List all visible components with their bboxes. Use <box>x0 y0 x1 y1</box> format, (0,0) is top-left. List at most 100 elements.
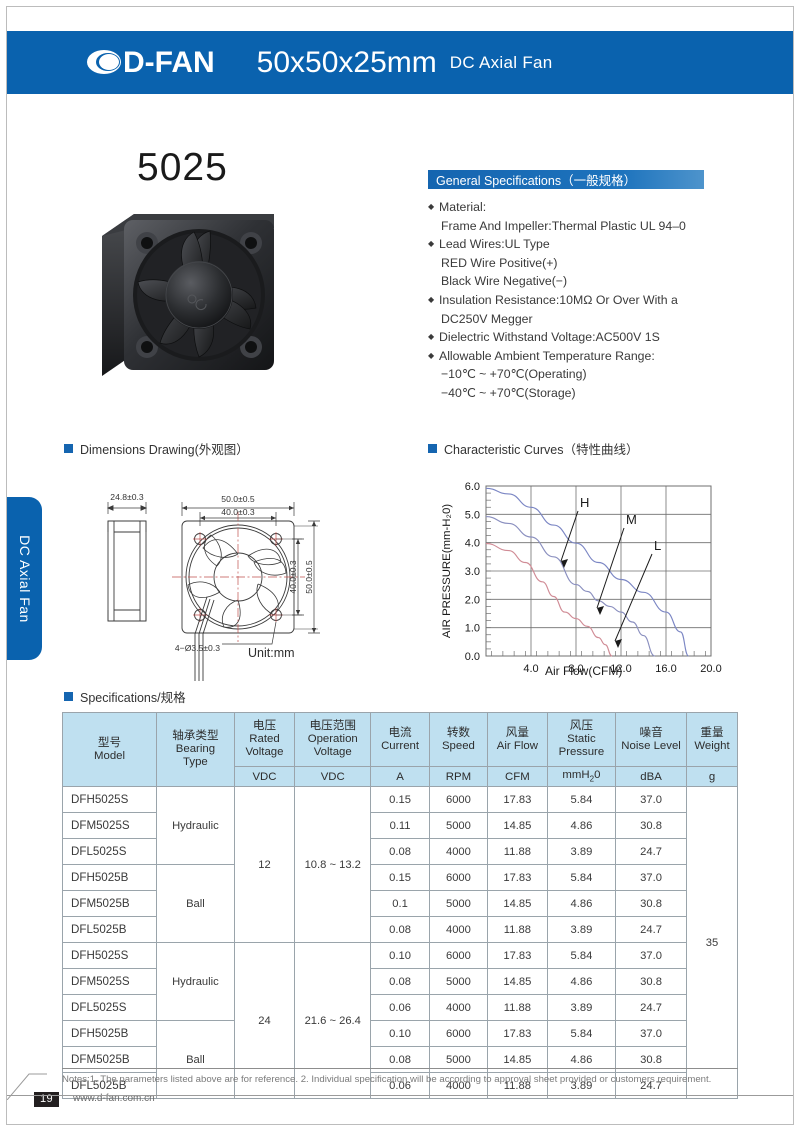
table-body: DFH5025S Hydraulic 12 10.8 ~ 13.2 0.15 6000 17… <box>61 786 738 1099</box>
cell-bearing-type: Hydraulic <box>156 786 235 865</box>
cell-static-pressure: 4.86 <box>546 890 617 917</box>
general-spec-item: Frame And Impeller:Thermal Plastic UL 94… <box>441 218 686 233</box>
table-unit-speed: RPM <box>428 766 489 787</box>
specifications-table: 型号 Model 轴承类型 Bearing Type 电压 Rated Voltage 电压范围… <box>61 712 738 1099</box>
cell-model: DFL5025S <box>61 994 158 1021</box>
curve-label-m: M <box>626 512 637 527</box>
table-row: DFH5025B Ball 0.10 6000 17.83 5.84 37.0 <box>61 1020 738 1099</box>
table-row: DFM5025S 0.08 5000 14.85 4.86 30.8 <box>61 968 738 995</box>
cell-air-flow: 17.83 <box>487 1020 548 1047</box>
cell-static-pressure: 4.86 <box>546 812 617 839</box>
cell-current: 0.08 <box>370 916 430 943</box>
curve-label-h: H <box>580 495 589 510</box>
dim-hole-pitch-v-label: 40.0±0.3 <box>288 560 298 594</box>
table-col-header-air-flow: 风量 Air Flow <box>487 712 548 767</box>
cell-current: 0.08 <box>370 968 430 995</box>
cell-rated-voltage: 24 <box>233 942 296 1099</box>
table-row: DFH5025S Hydraulic 24 21.6 ~ 26.4 0.10 6000 17… <box>61 942 738 1099</box>
cell-noise-level: 24.7 <box>615 916 688 943</box>
cell-noise-level: 30.8 <box>615 968 688 995</box>
col-header-cn: 电压范围 <box>309 719 356 733</box>
chart-y-tick-label: 1.0 <box>465 623 480 635</box>
table-col-header-operation-voltage: 电压范围 Operation Voltage <box>294 712 372 767</box>
col-header-en: Air Flow <box>496 739 538 752</box>
cell-air-flow: 17.83 <box>487 942 548 969</box>
table-row: DFH5025B Ball 0.15 6000 17.83 5.84 37.0 <box>61 864 738 943</box>
dimensions-drawing: 24.8±0.3 <box>106 492 320 681</box>
cell-noise-level: 24.7 <box>615 1072 688 1099</box>
col-header-en: Bearing Type <box>175 742 216 769</box>
cell-model: DFL5025B <box>61 1072 158 1099</box>
col-header-cn: 转数 <box>446 726 471 740</box>
table-unit-static-pressure: mmH20 <box>546 766 617 787</box>
cell-operation-voltage: 10.8 ~ 13.2 <box>294 786 372 943</box>
table-col-header-noise-level: 噪音 Noise Level <box>615 712 688 767</box>
cell-static-pressure: 5.84 <box>546 1020 617 1047</box>
cell-speed: 6000 <box>428 786 489 813</box>
cell-speed: 4000 <box>428 1072 489 1099</box>
d-fan-logo-icon <box>87 49 121 76</box>
cell-speed: 5000 <box>428 890 489 917</box>
cell-air-flow: 11.88 <box>487 916 548 943</box>
cell-bearing-type: Ball <box>156 864 235 943</box>
cell-bearing-type: Ball <box>156 1020 235 1099</box>
cell-noise-level: 37.0 <box>615 864 688 891</box>
table-row: DFL5025B 0.08 4000 11.88 3.89 24.7 <box>61 916 738 943</box>
chart-curve-m <box>485 516 656 657</box>
cell-noise-level: 37.0 <box>615 942 688 969</box>
table-row: DFL5025S 0.08 4000 11.88 3.89 24.7 <box>61 838 738 865</box>
col-header-en: Static Pressure <box>558 732 605 759</box>
cell-noise-level: 37.0 <box>615 786 688 813</box>
chart-y-tick-label: 4.0 <box>465 538 480 550</box>
chart-x-tick-label: 16.0 <box>655 663 676 675</box>
cell-noise-level: 30.8 <box>615 812 688 839</box>
table-col-header-weight: 重量 Weight <box>686 712 738 767</box>
curve-label-l: L <box>654 538 661 553</box>
dimensions-drawing-heading: Dimensions Drawing(外观图） <box>64 439 249 458</box>
product-model-number: 5025 <box>137 146 228 189</box>
specifications-heading: Specifications/规格 <box>64 687 186 706</box>
general-spec-item: RED Wire Positive(+) <box>441 255 558 270</box>
dimensions-unit-note: Unit:mm <box>248 646 295 660</box>
general-specifications-list: Material:Frame And Impeller:Thermal Plas… <box>428 198 748 403</box>
cell-current: 0.10 <box>370 942 430 969</box>
curves-heading-label: Characteristic Curves（特性曲线） <box>444 443 639 457</box>
side-tab-label: DC Axial Fan <box>16 534 33 623</box>
side-tab-dc-axial-fan: DC Axial Fan <box>7 497 42 660</box>
chart-y-tick-label: 2.0 <box>465 594 480 606</box>
footer-divider <box>7 1095 793 1096</box>
col-header-en: Rated Voltage <box>245 732 284 759</box>
specifications-heading-label: Specifications/规格 <box>80 691 186 705</box>
table-col-header-static-pressure: 风压 Static Pressure <box>546 712 617 767</box>
cell-model: DFH5025B <box>61 864 158 891</box>
page-border <box>6 6 794 1125</box>
general-spec-item: Black Wire Negative(−) <box>441 274 568 289</box>
chart-x-tick-label: 8.0 <box>568 663 583 675</box>
cell-rated-voltage: 12 <box>233 786 296 943</box>
cell-model: DFL5025S <box>61 838 158 865</box>
chart-x-tick-label: 20.0 <box>700 663 721 675</box>
cell-model: DFH5025S <box>61 786 158 813</box>
cell-speed: 6000 <box>428 942 489 969</box>
table-row: DFM5025S 0.11 5000 14.85 4.86 30.8 <box>61 812 738 839</box>
characteristic-curves-chart: 0.01.02.03.04.05.06.04.0 8.0 12.0 16.0 20.0 … <box>441 481 722 675</box>
general-spec-item: DC250V Megger <box>441 311 533 326</box>
cell-speed: 5000 <box>428 968 489 995</box>
dim-outer-height-label: 50.0±0.5 <box>304 560 314 594</box>
cell-noise-level: 30.8 <box>615 890 688 917</box>
col-header-cn: 型号 <box>97 736 122 750</box>
characteristic-curves-heading: Characteristic Curves（特性曲线） <box>428 439 638 458</box>
cell-air-flow: 14.85 <box>487 812 548 839</box>
cell-current: 0.15 <box>370 864 430 891</box>
chart-y-tick-label: 5.0 <box>465 509 480 521</box>
general-spec-item: Allowable Ambient Temperature Range: <box>428 347 748 366</box>
table-row: DFL5025S 0.06 4000 11.88 3.89 24.7 <box>61 994 738 1021</box>
col-header-en: Noise Level <box>621 739 681 752</box>
col-header-cn: 电压 <box>252 719 277 733</box>
cell-static-pressure: 5.84 <box>546 786 617 813</box>
chart-curve-h <box>485 487 690 657</box>
dimensions-heading-label: Dimensions Drawing(外观图） <box>80 443 249 457</box>
chart-y-tick-label: 6.0 <box>465 481 480 493</box>
cell-air-flow: 14.85 <box>487 890 548 917</box>
general-spec-item: −10℃ ~ +70℃(Operating) <box>441 367 587 382</box>
